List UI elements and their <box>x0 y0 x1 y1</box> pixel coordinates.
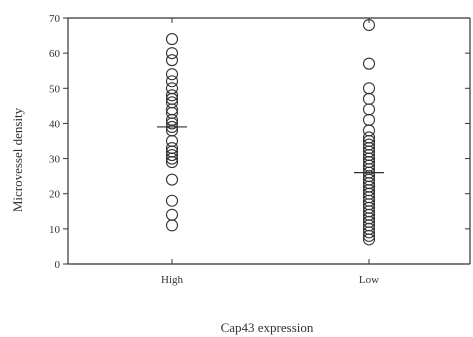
y-tick-label: 10 <box>49 224 61 236</box>
data-point <box>165 173 179 186</box>
y-tick-label: 40 <box>49 118 61 130</box>
data-point <box>362 82 376 95</box>
data-point <box>165 117 179 130</box>
axes <box>67 17 471 265</box>
y-axis-title: Microvessel density <box>10 107 25 212</box>
data-point <box>362 229 376 242</box>
data-point <box>362 103 376 116</box>
data-point <box>165 54 179 67</box>
data-point <box>165 149 179 162</box>
y-tick-label: 0 <box>55 259 61 271</box>
data-point <box>362 113 376 126</box>
data-point <box>165 208 179 221</box>
data-point <box>362 92 376 105</box>
y-tick-label: 30 <box>49 154 61 166</box>
data-point <box>165 47 179 60</box>
mean-markers <box>157 126 384 174</box>
data-point <box>165 156 179 169</box>
data-points <box>165 18 376 246</box>
data-point <box>165 152 179 165</box>
data-point <box>165 194 179 207</box>
data-point <box>362 57 376 70</box>
data-point <box>362 233 376 246</box>
y-tick-label: 20 <box>49 189 61 201</box>
data-point <box>165 219 179 232</box>
data-point <box>362 18 376 32</box>
data-point <box>165 75 179 88</box>
data-point <box>362 226 376 239</box>
data-point <box>165 89 179 102</box>
x-tick-label: High <box>161 274 184 286</box>
data-point <box>165 68 179 81</box>
y-tick-label: 70 <box>49 13 61 25</box>
y-axis-ticks: 0 10 20 30 40 50 60 70 <box>49 13 470 271</box>
y-tick-label: 50 <box>49 83 61 95</box>
y-tick-label: 60 <box>49 48 61 60</box>
x-axis-ticks: High Low <box>161 18 379 286</box>
x-axis-title: Cap43 expression <box>221 320 314 335</box>
x-tick-label: Low <box>359 274 379 286</box>
data-point <box>165 33 179 46</box>
